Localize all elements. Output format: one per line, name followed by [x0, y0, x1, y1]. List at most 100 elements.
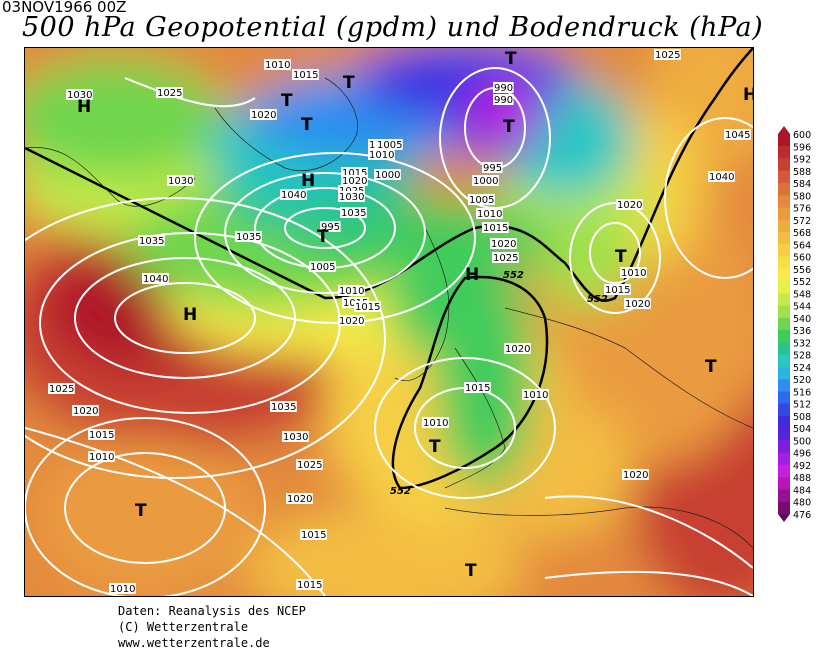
pressure-label: 1010 — [523, 390, 548, 401]
pressure-label: 1035 — [139, 236, 164, 247]
pressure-label: 1030 — [67, 90, 92, 101]
legend-level-label: 576 — [793, 204, 811, 215]
legend-swatch — [778, 244, 790, 258]
pressure-label: 1015 — [301, 530, 326, 541]
low-pressure-center: T — [465, 561, 477, 581]
pressure-label: 1040 — [281, 190, 306, 201]
pressure-label-box — [624, 298, 651, 309]
legend-arrow-top — [778, 126, 790, 134]
pressure-label-box — [72, 405, 99, 416]
low-pressure-center: T — [705, 357, 717, 377]
pressure-label: 1020 — [73, 406, 98, 417]
pressure-label-box — [296, 459, 323, 470]
legend-level-label: 564 — [793, 240, 811, 251]
pressure-label-box — [309, 261, 336, 272]
legend-swatch — [778, 464, 790, 478]
pressure-label-box — [296, 579, 323, 590]
credit-data-source: Daten: Reanalysis des NCEP — [118, 604, 306, 618]
pressure-label: 1020 — [342, 176, 367, 187]
legend-swatch — [778, 170, 790, 184]
pressure-label: 1020 — [491, 239, 516, 250]
pressure-label: 1010 — [339, 286, 364, 297]
pressure-label-box — [142, 273, 169, 284]
legend-swatch — [778, 268, 790, 282]
low-pressure-center: T — [135, 501, 147, 521]
pressure-label-box — [476, 208, 503, 219]
pressure-label-box — [622, 469, 649, 480]
pressure-label-box — [280, 189, 307, 200]
legend-swatch — [778, 195, 790, 209]
pressure-label: 990 — [494, 83, 513, 94]
pressure-label: 1010 — [621, 268, 646, 279]
legend-swatch — [778, 183, 790, 196]
pressure-label-box — [374, 169, 401, 180]
pressure-label: 1025 — [655, 50, 680, 61]
map-date: 03NOV1966 00Z — [2, 0, 127, 16]
legend-level-label: 516 — [793, 387, 811, 398]
legend-swatch — [778, 305, 790, 319]
legend-level-label: 520 — [793, 375, 811, 386]
pressure-label-box — [250, 109, 277, 120]
low-pressure-center: T — [281, 91, 293, 111]
pressure-label-box — [341, 175, 368, 186]
low-pressure-center: T — [317, 227, 329, 247]
legend-swatch — [778, 366, 790, 380]
pressure-label: 1020 — [287, 494, 312, 505]
high-pressure-center: H — [743, 85, 753, 105]
legend-swatch — [778, 207, 790, 221]
legend-level-label: 556 — [793, 265, 811, 276]
credit-website: www.wetterzentrale.de — [118, 636, 270, 650]
pressure-label: 1015 — [465, 383, 490, 394]
pressure-label-box — [504, 343, 531, 354]
legend-swatch — [778, 452, 790, 466]
pressure-label-box — [48, 383, 75, 394]
legend-level-label: 508 — [793, 412, 811, 423]
pressure-label: 995 — [483, 163, 502, 174]
pressure-label-box — [282, 431, 309, 442]
pressure-labels: 1030 102510301035104010251020101510101010… — [48, 49, 751, 595]
pressure-label-box — [340, 207, 367, 218]
legend-level-label: 544 — [793, 302, 811, 313]
legend-swatch — [778, 158, 790, 172]
weather-map: 552 552 552 1030 1025 1030 1035 1040 1025 1020… — [24, 47, 754, 597]
legend-swatch — [778, 317, 790, 331]
legend-arrow-bottom — [778, 514, 790, 522]
pressure-label-box — [264, 59, 291, 70]
pressure-label-box — [88, 429, 115, 440]
credit-copyright: (C) Wetterzentrale — [118, 620, 249, 634]
legend-swatch — [778, 256, 790, 270]
pressure-label: 1020 — [339, 316, 364, 327]
low-pressure-center: T — [503, 117, 515, 137]
legend-swatch — [778, 379, 790, 392]
pressure-label: 1010 — [265, 60, 290, 71]
legend-swatch — [778, 219, 790, 233]
pressure-label: 1035 — [271, 402, 296, 413]
pressure-label: 1020 — [505, 344, 530, 355]
legend-level-label: 548 — [793, 289, 811, 300]
pressure-label-box — [422, 417, 449, 428]
pressure-label: 1030 — [283, 432, 308, 443]
pressure-label-box — [354, 301, 381, 312]
legend-level-label: 532 — [793, 338, 811, 349]
pressure-label-box — [620, 267, 647, 278]
pressure-label: 1010 — [423, 418, 448, 429]
legend-swatch — [778, 489, 790, 503]
pressure-label-box — [492, 252, 519, 263]
legend-swatch — [778, 293, 790, 307]
contour-label: 552 — [587, 294, 608, 305]
pressure-label: 1020 — [625, 299, 650, 310]
pressure-label-box — [338, 191, 365, 202]
pressure-label: 1015 — [342, 168, 367, 179]
pressure-label-box — [341, 167, 368, 178]
pressure-label: 1025 — [49, 384, 74, 395]
legend-swatch — [778, 281, 790, 294]
legend-swatch — [778, 330, 790, 343]
legend-level-label: 588 — [793, 167, 811, 178]
legend-level-label: 540 — [793, 314, 811, 325]
pressure-label-box — [708, 171, 735, 182]
legend-level-label: 488 — [793, 473, 811, 484]
legend-level-label: 524 — [793, 363, 811, 374]
high-pressure-center: H — [465, 265, 479, 285]
legend-level-label: 600 — [793, 130, 811, 141]
legend-swatch — [778, 501, 790, 515]
